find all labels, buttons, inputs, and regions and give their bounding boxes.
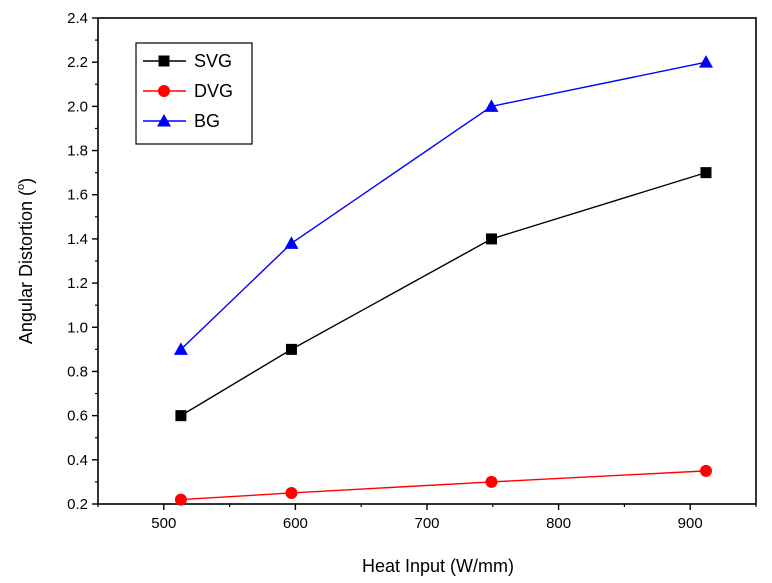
x-axis-title: Heat Input (W/mm)	[362, 556, 514, 576]
y-tick-label: 0.4	[67, 452, 88, 469]
y-axis-title-end: )	[16, 178, 36, 184]
y-tick-label: 2.4	[67, 10, 88, 27]
data-point-dvg	[174, 493, 187, 506]
series-bg	[173, 55, 713, 355]
data-point-bg	[173, 342, 188, 355]
series-svg	[175, 167, 712, 422]
series-line-bg	[180, 61, 707, 350]
x-axis-ticks: 500 600 700 800 900	[97, 504, 757, 532]
legend-box	[135, 42, 253, 145]
series-dvg	[174, 464, 712, 506]
legend-item-bg: BG	[143, 111, 220, 131]
legend-marker-svg	[158, 55, 170, 67]
data-point-dvg	[285, 486, 298, 499]
x-tick-label: 700	[414, 515, 439, 532]
data-point-svg	[700, 167, 712, 179]
data-point-bg	[484, 99, 499, 112]
y-axis-title-main: Angular Distortion (	[16, 190, 36, 344]
y-tick-label: 0.6	[67, 408, 88, 425]
y-axis-ticks: 0.2 0.4 0.6 0.8 1.0 1.2 1.4 1.6 1.8 2.0 2.2 2.4	[67, 10, 98, 513]
data-point-svg	[175, 410, 187, 422]
x-tick-label: 800	[546, 515, 571, 532]
y-tick-label: 1.8	[67, 143, 88, 160]
y-tick-label: 0.2	[67, 496, 88, 513]
y-axis-title: Angular Distortion (o)	[15, 178, 36, 344]
y-tick-label: 1.2	[67, 275, 88, 292]
x-tick-label: 500	[151, 515, 176, 532]
data-point-dvg	[485, 475, 498, 488]
legend-item-svg: SVG	[143, 51, 232, 71]
legend-marker-bg	[157, 114, 171, 127]
legend-marker-dvg	[158, 85, 170, 97]
series-line-svg	[180, 171, 707, 417]
series-group	[173, 55, 713, 506]
data-point-bg	[284, 236, 299, 249]
y-axis-title-degree: o	[15, 184, 27, 190]
series-line-dvg	[180, 470, 707, 501]
data-point-bg	[698, 55, 713, 68]
data-point-dvg	[699, 464, 712, 477]
data-point-svg	[285, 343, 297, 355]
legend: SVG DVG BG	[135, 42, 253, 145]
x-tick-label: 900	[678, 515, 703, 532]
legend-label: SVG	[194, 51, 232, 71]
y-tick-label: 2.0	[67, 98, 88, 115]
legend-item-dvg: DVG	[143, 81, 233, 101]
y-tick-label: 2.2	[67, 54, 88, 71]
data-point-svg	[485, 233, 497, 245]
legend-label: BG	[194, 111, 220, 131]
y-tick-label: 1.4	[67, 231, 88, 248]
y-tick-label: 0.8	[67, 363, 88, 380]
y-tick-label: 1.0	[67, 319, 88, 336]
legend-label: DVG	[194, 81, 233, 101]
y-tick-label: 1.6	[67, 187, 88, 204]
x-tick-label: 600	[283, 515, 308, 532]
